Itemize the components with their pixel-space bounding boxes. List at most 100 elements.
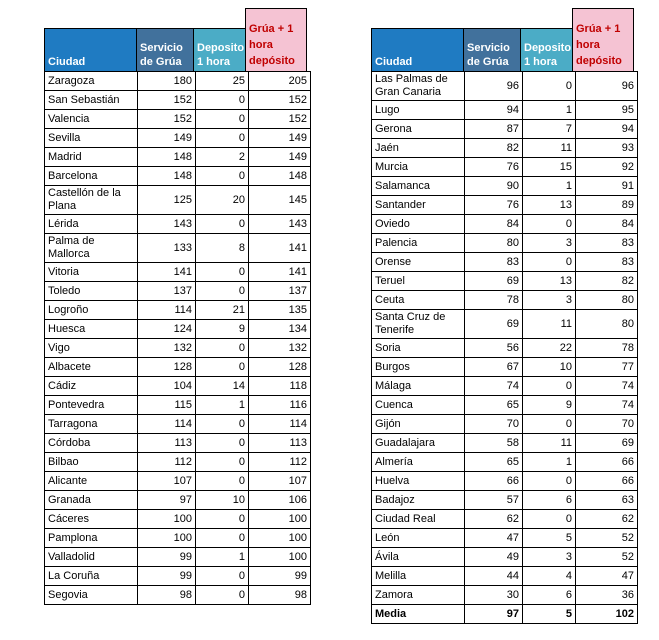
value-cell: 0 <box>195 509 249 529</box>
city-cell: Zamora <box>371 585 465 605</box>
header-deposito: Deposito 1 hora <box>193 28 246 72</box>
value-cell: 76 <box>464 157 523 177</box>
value-cell: 0 <box>195 338 249 358</box>
value-cell: 143 <box>248 214 311 234</box>
city-cell: Cuenca <box>371 395 465 415</box>
table-row: Media 97 5 102 <box>371 604 638 624</box>
value-cell: 133 <box>137 233 196 263</box>
value-cell: 21 <box>195 300 249 320</box>
table-row: Gerona 87 7 94 <box>371 119 638 139</box>
value-cell: 6 <box>522 585 576 605</box>
value-cell: 6 <box>522 490 576 510</box>
header-total-label: Grúa + 1 hora depósito <box>576 23 622 67</box>
value-cell: 106 <box>248 490 311 510</box>
value-cell: 77 <box>575 357 638 377</box>
city-cell: Huesca <box>44 319 138 339</box>
value-cell: 0 <box>195 357 249 377</box>
value-cell: 69 <box>464 271 523 291</box>
value-cell: 15 <box>522 157 576 177</box>
value-cell: 9 <box>522 395 576 415</box>
header-servicio-label: Servicio de Grúa <box>140 42 183 68</box>
value-cell: 99 <box>137 566 196 586</box>
value-cell: 135 <box>248 300 311 320</box>
table-row: Almería 65 1 66 <box>371 452 638 472</box>
value-cell: 152 <box>248 109 311 129</box>
value-cell: 118 <box>248 376 311 396</box>
city-cell: Ciudad Real <box>371 509 465 529</box>
value-cell: 96 <box>464 71 523 101</box>
value-cell: 93 <box>575 138 638 158</box>
value-cell: 74 <box>575 395 638 415</box>
value-cell: 0 <box>195 166 249 186</box>
table-row: Jaén 82 11 93 <box>371 138 638 158</box>
header-deposito-label: Deposito 1 hora <box>197 42 245 68</box>
table-row: Zaragoza 180 25 205 <box>44 71 311 91</box>
value-cell: 96 <box>575 71 638 101</box>
table-row: Barcelona 148 0 148 <box>44 166 311 186</box>
value-cell: 74 <box>464 376 523 396</box>
table-row: Santander 76 13 89 <box>371 195 638 215</box>
value-cell: 62 <box>464 509 523 529</box>
value-cell: 97 <box>137 490 196 510</box>
value-cell: 92 <box>575 157 638 177</box>
table-row: Toledo 137 0 137 <box>44 281 311 301</box>
value-cell: 137 <box>137 281 196 301</box>
city-cell: Orense <box>371 252 465 272</box>
city-cell: Barcelona <box>44 166 138 186</box>
table-row: Cádiz 104 14 118 <box>44 376 311 396</box>
value-cell: 113 <box>248 433 311 453</box>
price-table-left: Ciudad Servicio de Grúa Deposito 1 hora … <box>44 8 311 605</box>
city-cell: Melilla <box>371 566 465 586</box>
value-cell: 80 <box>575 290 638 310</box>
value-cell: 1 <box>522 100 576 120</box>
value-cell: 80 <box>464 233 523 253</box>
value-cell: 107 <box>137 471 196 491</box>
value-cell: 0 <box>195 414 249 434</box>
value-cell: 180 <box>137 71 196 91</box>
value-cell: 152 <box>137 109 196 129</box>
value-cell: 0 <box>522 252 576 272</box>
value-cell: 11 <box>522 433 576 453</box>
city-cell: Segovia <box>44 585 138 605</box>
city-cell: Logroño <box>44 300 138 320</box>
value-cell: 137 <box>248 281 311 301</box>
value-cell: 36 <box>575 585 638 605</box>
table-row: Murcia 76 15 92 <box>371 157 638 177</box>
value-cell: 1 <box>522 176 576 196</box>
table-row: Alicante 107 0 107 <box>44 471 311 491</box>
value-cell: 0 <box>195 128 249 148</box>
city-cell: Albacete <box>44 357 138 377</box>
city-cell: Castellón de la Plana <box>44 185 138 215</box>
city-cell: Valladolid <box>44 547 138 567</box>
value-cell: 100 <box>248 528 311 548</box>
value-cell: 99 <box>137 547 196 567</box>
value-cell: 78 <box>575 338 638 358</box>
city-cell: Teruel <box>371 271 465 291</box>
table-row: La Coruña 99 0 99 <box>44 566 311 586</box>
city-cell: Lérida <box>44 214 138 234</box>
value-cell: 30 <box>464 585 523 605</box>
value-cell: 94 <box>464 100 523 120</box>
table-row: Oviedo 84 0 84 <box>371 214 638 234</box>
value-cell: 56 <box>464 338 523 358</box>
city-cell: Vitoria <box>44 262 138 282</box>
value-cell: 84 <box>575 214 638 234</box>
table-row: Salamanca 90 1 91 <box>371 176 638 196</box>
value-cell: 149 <box>137 128 196 148</box>
value-cell: 0 <box>522 471 576 491</box>
value-cell: 52 <box>575 528 638 548</box>
city-cell: Las Palmas de Gran Canaria <box>371 71 465 101</box>
table-row: Palencia 80 3 83 <box>371 233 638 253</box>
value-cell: 100 <box>137 528 196 548</box>
value-cell: 141 <box>137 262 196 282</box>
header-ciudad-label: Ciudad <box>48 56 86 68</box>
value-cell: 57 <box>464 490 523 510</box>
value-cell: 128 <box>137 357 196 377</box>
value-cell: 82 <box>575 271 638 291</box>
value-cell: 0 <box>195 109 249 129</box>
value-cell: 0 <box>522 509 576 529</box>
table-row: Santa Cruz de Tenerife 69 11 80 <box>371 309 638 339</box>
value-cell: 112 <box>248 452 311 472</box>
table-row: Málaga 74 0 74 <box>371 376 638 396</box>
header-ciudad: Ciudad <box>44 28 137 72</box>
